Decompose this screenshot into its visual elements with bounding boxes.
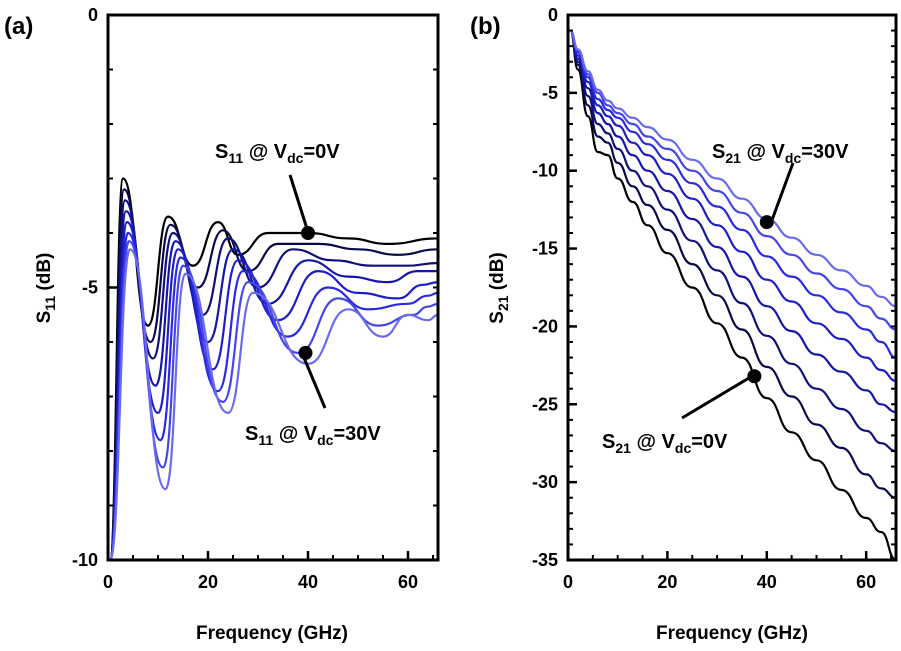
panel-a: (a) 0 20 40 60 -10 -5 0 Frequency (GHz) S11 (d… [4, 5, 440, 644]
tick-labels-a: 0 20 40 60 -10 -5 0 [72, 5, 418, 592]
y-tick-label-a-2: 0 [88, 5, 98, 25]
s11-curve-3 [108, 210, 438, 562]
s11-curve-0 [108, 177, 439, 562]
s21-curve-3 [569, 29, 897, 414]
annotation-s21-30v-text: S21 @ Vdc=30V [712, 141, 849, 166]
panel-b: (b) 0 20 40 60 -35 -30 -25 -20 -15 -10 -5 0 Frequen… [470, 5, 898, 644]
s21-curve-7 [569, 29, 897, 308]
s11-curve-2 [108, 199, 439, 562]
y-tick-label-b-1: -30 [532, 472, 558, 492]
y-axis-label-a-tail: (dB) [34, 253, 55, 296]
plot-frame-b [566, 13, 898, 562]
s21-curve-1 [569, 29, 897, 499]
y-axis-label-b-tail: (dB) [487, 252, 508, 295]
annotation-s11-0v-text: S11 @ Vdc=0V [215, 141, 340, 166]
annotation-s21-0v-leader [681, 373, 755, 420]
s11-curve-4 [108, 220, 439, 562]
y-tick-label-b-2: -25 [532, 394, 558, 414]
s11-curve-7 [108, 248, 439, 562]
s11-series-group [108, 177, 439, 562]
x-tick-label-b-0: 0 [563, 572, 573, 592]
x-tick-label-b-3: 60 [856, 572, 876, 592]
s21-curve-0 [569, 29, 897, 562]
y-axis-label-b: S21 (dB) [487, 252, 511, 324]
x-axis-label-b: Frequency (GHz) [656, 623, 808, 644]
annotation-s21-30v-marker [759, 215, 774, 230]
x-tick-label-a-2: 40 [298, 572, 318, 592]
y-tick-label-a-0: -10 [72, 550, 98, 570]
s21-curve-5 [569, 29, 897, 359]
annotation-s11-30v: S11 @ Vdc=30V [245, 345, 381, 448]
x-tick-label-a-1: 20 [198, 572, 218, 592]
s21-series-group [569, 29, 897, 562]
annotation-s11-30v-leader [300, 352, 327, 409]
y-tick-label-b-7: 0 [548, 5, 558, 25]
y-axis-label-a-sub: 11 [42, 296, 58, 311]
tick-group-a [106, 13, 438, 562]
y-tick-label-b-6: -5 [542, 83, 558, 103]
s21-curve-2 [569, 29, 897, 453]
s21-curve-6 [569, 29, 897, 331]
annotation-s11-0v-marker [301, 226, 315, 240]
x-axis-label-a: Frequency (GHz) [196, 623, 348, 644]
annotation-s11-30v-text: S11 @ Vdc=30V [245, 423, 381, 448]
annotation-s21-0v-marker [747, 369, 762, 384]
y-axis-label-a-main: S [34, 311, 55, 324]
x-tick-label-a-0: 0 [103, 572, 113, 592]
y-axis-label-b-main: S [487, 311, 508, 324]
panel-label-a: (a) [4, 13, 33, 40]
tick-group-b [566, 13, 896, 562]
y-tick-label-b-5: -10 [532, 161, 558, 181]
panel-label-b: (b) [470, 13, 501, 40]
x-tick-label-b-2: 40 [757, 572, 777, 592]
annotation-s21-30v-leader [770, 162, 795, 221]
annotation-s11-0v: S11 @ Vdc=0V [215, 141, 340, 240]
tick-labels-b: 0 20 40 60 -35 -30 -25 -20 -15 -10 -5 0 [532, 5, 876, 592]
annotation-s11-30v-marker [298, 345, 313, 360]
y-tick-label-b-4: -15 [532, 239, 558, 259]
x-tick-label-a-3: 60 [398, 572, 418, 592]
y-axis-label-a: S11 (dB) [34, 253, 58, 324]
s11-curve-1 [108, 188, 439, 562]
y-tick-label-b-0: -35 [532, 550, 558, 570]
x-tick-label-b-1: 20 [657, 572, 677, 592]
annotation-s21-0v-text: S21 @ Vdc=0V [602, 431, 728, 456]
y-tick-label-b-3: -20 [532, 316, 558, 336]
annotation-s21-30v: S21 @ Vdc=30V [712, 141, 849, 230]
s21-curve-4 [569, 29, 897, 382]
annotation-s21-0v: S21 @ Vdc=0V [602, 369, 762, 456]
y-axis-label-b-sub: 21 [495, 295, 511, 311]
y-tick-label-a-1: -5 [82, 278, 98, 298]
annotation-s11-0v-leader [288, 174, 310, 233]
